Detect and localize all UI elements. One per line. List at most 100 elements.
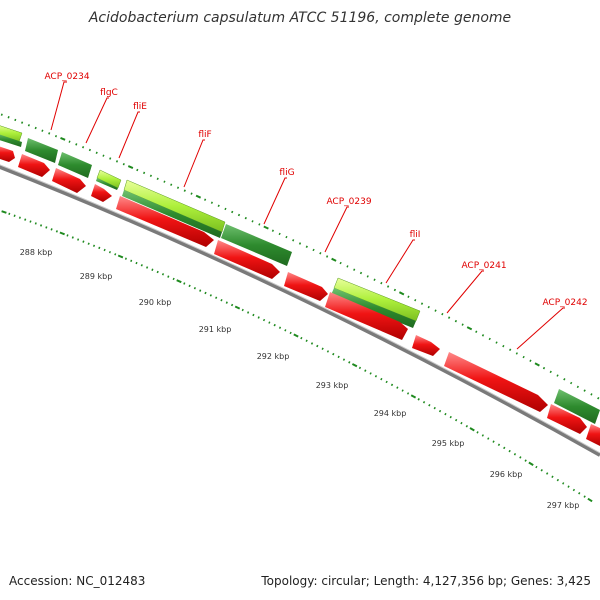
major-tick (1, 210, 7, 214)
major-tick (59, 231, 65, 236)
minor-tick (390, 383, 394, 387)
gene-arrow-forward[interactable] (58, 152, 92, 178)
minor-tick (27, 124, 30, 127)
minor-tick (316, 344, 319, 348)
gene-arrow-reverse[interactable] (547, 404, 587, 434)
minor-tick (495, 341, 498, 344)
minor-tick (562, 482, 565, 485)
major-tick (466, 326, 473, 331)
minor-tick (540, 469, 543, 472)
gene-labels: ACP_0234 flgC fliE fliF fliG ACP_0239 fl… (44, 72, 587, 308)
kbp-scale-labels: 288 kbp 289 kbp 290 kbp 291 kbp 292 kbp … (20, 248, 580, 510)
minor-tick (262, 318, 266, 322)
gene-label[interactable]: ACP_0242 (542, 298, 587, 308)
minor-tick (380, 281, 383, 285)
gene-arrow-forward[interactable] (331, 288, 416, 328)
gene-callouts (50, 81, 565, 350)
minor-tick (374, 375, 378, 378)
minor-tick (422, 401, 426, 404)
minor-tick (326, 255, 329, 258)
gene-arrow-reverse[interactable] (412, 335, 440, 356)
major-tick (176, 279, 182, 284)
minor-tick (447, 316, 451, 319)
minor-tick (136, 168, 139, 172)
gene-arrow-forward[interactable] (96, 178, 118, 190)
gene-arrow-reverse[interactable] (444, 352, 548, 412)
gene-arrow-forward[interactable] (221, 224, 292, 266)
minor-tick (441, 312, 444, 316)
minor-tick (109, 157, 112, 160)
minor-tick (487, 437, 490, 440)
gene-arrow-reverse[interactable] (214, 240, 280, 279)
minor-tick (570, 381, 573, 385)
gene-label[interactable]: ACP_0234 (44, 72, 89, 82)
minor-tick (417, 398, 420, 401)
minor-tick (39, 224, 43, 227)
minor-tick (193, 286, 196, 290)
gene-arrow-reverse[interactable] (116, 196, 214, 247)
kbp-label: 289 kbp (80, 272, 113, 281)
minor-tick (460, 421, 463, 425)
minor-tick (529, 359, 532, 362)
minor-tick (140, 264, 143, 267)
minor-tick (29, 220, 32, 223)
minor-tick (508, 348, 512, 352)
gene-arrow-forward[interactable] (25, 138, 58, 163)
gene-arrow-reverse[interactable] (0, 145, 15, 162)
minor-tick (209, 294, 212, 297)
minor-tick (55, 230, 58, 233)
minor-tick (339, 261, 342, 265)
minor-tick (210, 201, 213, 204)
minor-tick (7, 116, 10, 119)
kbp-label: 294 kbp (374, 409, 407, 418)
minor-tick (503, 446, 506, 450)
gene-arrow-reverse[interactable] (284, 272, 328, 301)
minor-tick (102, 154, 105, 157)
gene-label[interactable]: ACP_0239 (326, 197, 371, 207)
minor-tick (122, 162, 125, 166)
minor-tick (231, 210, 234, 214)
minor-tick (278, 326, 282, 329)
minor-tick (75, 143, 78, 146)
gene-arrow-reverse[interactable] (325, 292, 408, 340)
gene-label[interactable]: ACP_0241 (461, 261, 506, 271)
gene-arrow-reverse[interactable] (52, 168, 86, 193)
minor-tick (241, 308, 244, 312)
minor-tick (300, 336, 303, 340)
minor-tick (380, 377, 383, 381)
major-tick (331, 257, 337, 262)
gene-label[interactable]: fliG (279, 168, 294, 178)
gene-arrow-reverse[interactable] (91, 184, 112, 202)
minor-tick (515, 352, 518, 355)
upper-tick-row (0, 113, 600, 400)
minor-tick (433, 406, 436, 410)
gene-label[interactable]: flgC (100, 88, 118, 98)
gene-label[interactable]: fliI (410, 230, 421, 240)
minor-tick (513, 453, 517, 456)
minor-tick (82, 240, 85, 243)
gene-arrow-reverse[interactable] (18, 154, 50, 177)
minor-tick (95, 151, 98, 155)
minor-tick (386, 285, 390, 288)
gene-arrow-forward[interactable] (554, 389, 600, 424)
gene-label[interactable]: fliE (133, 102, 147, 112)
minor-tick (385, 380, 388, 384)
gene-arrow-forward[interactable] (0, 133, 22, 147)
reverse-strand-genes (0, 145, 600, 446)
minor-tick (406, 392, 410, 395)
gene-arrow-reverse[interactable] (586, 424, 600, 446)
major-tick (587, 497, 593, 503)
minor-tick (492, 440, 495, 443)
minor-tick (597, 396, 600, 400)
minor-tick (217, 204, 220, 208)
gene-arrow-forward[interactable] (122, 190, 222, 238)
minor-tick (48, 132, 51, 135)
minor-tick (583, 495, 586, 498)
minor-tick (156, 270, 159, 274)
minor-tick (572, 488, 576, 492)
minor-tick (271, 229, 274, 232)
minor-tick (41, 129, 44, 132)
gene-label[interactable]: fliF (198, 130, 211, 140)
minor-tick (71, 236, 74, 239)
minor-tick (21, 121, 24, 124)
